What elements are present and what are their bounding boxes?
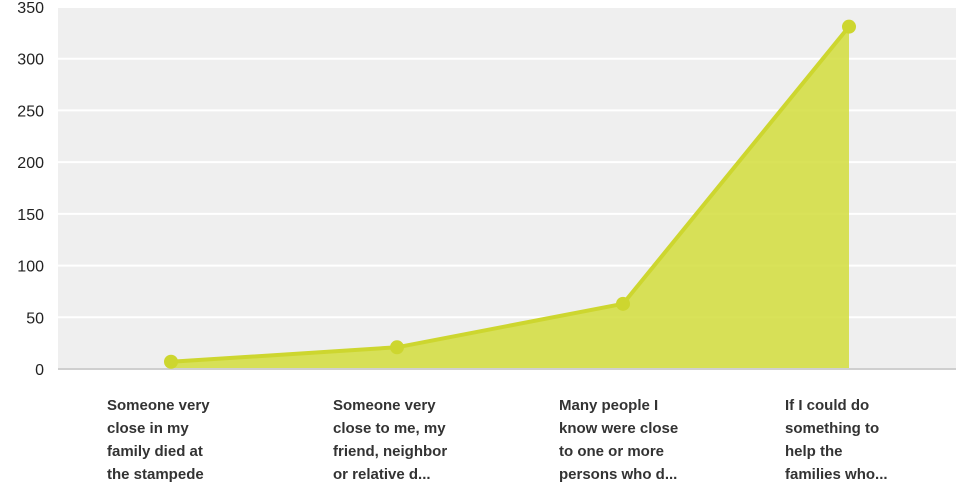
x-category-label: Someone very close to me, my friend, neigh… — [333, 397, 447, 483]
y-tick-label: 200 — [17, 155, 44, 172]
y-tick-label: 350 — [17, 0, 44, 17]
data-point — [616, 296, 630, 311]
data-point — [842, 19, 856, 34]
data-point — [164, 354, 178, 369]
x-axis-categories: Someone very close in my family died at the… — [107, 397, 888, 483]
y-tick-label: 250 — [17, 103, 44, 120]
gridlines — [58, 6, 956, 319]
series-line — [170, 25, 851, 364]
data-points — [164, 19, 856, 369]
x-category-label: If I could do something to help the familie… — [785, 397, 888, 483]
y-tick-label: 150 — [17, 207, 44, 224]
y-axis-ticks: 0 50 100 150 200 250 300 350 — [17, 0, 44, 379]
data-point — [390, 340, 404, 355]
x-category-label: Someone very close in my family died at the… — [107, 397, 210, 483]
y-tick-label: 50 — [26, 310, 44, 327]
y-tick-label: 0 — [35, 362, 44, 379]
y-tick-label: 300 — [17, 52, 44, 69]
area-fill — [171, 26, 849, 369]
y-tick-label: 100 — [17, 259, 44, 276]
